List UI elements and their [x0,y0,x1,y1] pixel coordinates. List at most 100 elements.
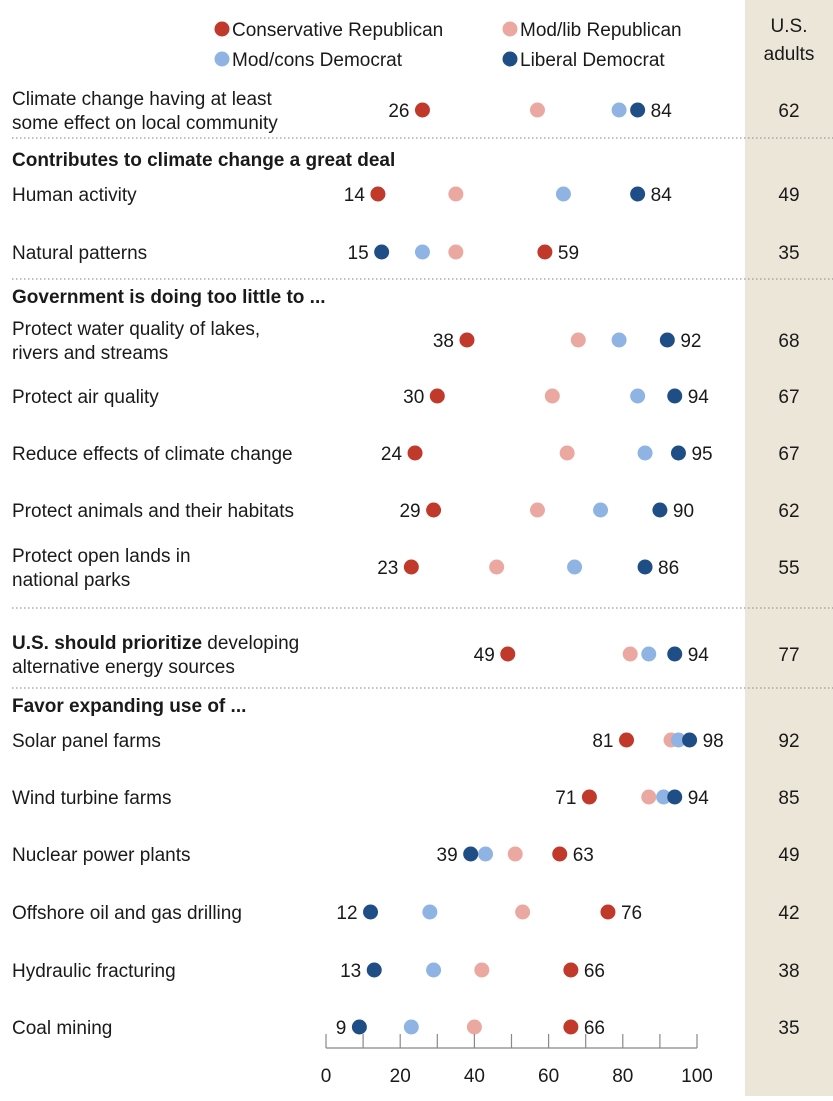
dot-mod-rep [570,332,586,348]
legend-marker-lib_dem [502,51,518,67]
row-label-line: Protect open lands in [12,546,191,567]
dot-cons-rep [619,732,635,748]
value-label-high: 66 [584,1018,605,1039]
dot-mod-dem [403,1019,419,1035]
dot-mod-rep [559,445,575,461]
dot-lib-dem [682,732,698,748]
row-label-line: Natural patterns [12,243,147,264]
legend-marker-mod_dem [214,51,230,67]
dot-mod-rep [641,789,657,805]
dot-cons-rep [563,962,579,978]
dot-mod-rep [466,1019,482,1035]
dot-lib-dem [630,186,646,202]
dot-lib-dem [667,388,683,404]
dot-mod-dem [567,559,583,575]
dot-mod-dem [670,732,686,748]
dot-lib-dem [667,789,683,805]
dot-cons-rep [403,559,419,575]
dot-mod-rep [448,244,464,260]
section-heading: Favor expanding use of ... [12,696,246,717]
dot-mod-dem [637,445,653,461]
dot-lib-dem [659,332,675,348]
value-label-low: 9 [336,1018,347,1039]
row-label-line: Protect animals and their habitats [12,501,294,522]
us-adults-value: 49 [778,185,799,206]
us-adults-value: 77 [778,645,799,666]
value-label-low: 71 [555,788,576,809]
dot-mod-dem [641,646,657,662]
dot-lib-dem [667,646,683,662]
x-tick-label: 40 [464,1066,485,1087]
value-label-low: 49 [474,645,495,666]
dot-lib-dem [351,1019,367,1035]
dot-cons-rep [552,846,568,862]
dot-cons-rep [581,789,597,805]
dot-mod-dem [414,244,430,260]
us-adults-value: 55 [778,558,799,579]
value-label-high: 94 [688,788,710,809]
value-label-low: 13 [340,961,361,982]
us-adults-value: 42 [778,903,799,924]
dot-lib-dem [637,559,653,575]
row-label-line: Offshore oil and gas drilling [12,903,242,924]
value-label-high: 63 [573,845,594,866]
us-adults-header-line2: adults [764,44,815,65]
legend-marker-mod_rep [502,21,518,37]
us-adults-value: 35 [778,1018,799,1039]
value-label-low: 14 [344,185,366,206]
value-label-high: 66 [584,961,605,982]
row-label-bold: U.S. should prioritize [12,633,207,654]
value-label-high: 95 [691,444,712,465]
dot-mod-rep [507,846,523,862]
legend-label-lib_dem: Liberal Democrat [520,50,665,71]
row-label-line: Protect air quality [12,387,159,408]
dot-mod-rep [515,904,531,920]
dot-cons-rep [414,102,430,118]
section-heading: Contributes to climate change a great de… [12,150,395,171]
row-label: U.S. should prioritize developing [12,633,299,654]
dot-mod-dem [630,388,646,404]
value-label-low: 29 [399,501,420,522]
dot-cons-rep [459,332,475,348]
value-label-low: 30 [403,387,424,408]
row-label-rest: developing [207,633,299,654]
dot-mod-dem [611,102,627,118]
value-label-high: 59 [558,243,579,264]
x-tick-label: 80 [612,1066,633,1087]
dot-cons-rep [429,388,445,404]
dot-mod-dem [611,332,627,348]
value-label-high: 90 [673,501,694,522]
row-label-line: national parks [12,570,130,591]
value-label-high: 94 [688,645,710,666]
us-adults-value: 92 [778,731,799,752]
dot-mod-dem [593,502,609,518]
value-label-low: 15 [348,243,369,264]
us-adults-value: 67 [778,387,799,408]
us-adults-value: 68 [778,331,799,352]
row-label-line2: alternative energy sources [12,657,235,678]
dot-mod-dem [656,789,672,805]
value-label-high: 92 [680,331,701,352]
legend-label-mod_rep: Mod/lib Republican [520,20,682,41]
value-label-low: 38 [433,331,454,352]
dot-lib-dem [363,904,379,920]
value-label-high: 86 [658,558,679,579]
x-tick-label: 0 [321,1066,332,1087]
row-label-line: Reduce effects of climate change [12,444,293,465]
dot-mod-rep [622,646,638,662]
value-label-low: 12 [336,903,357,924]
dot-mod-dem [426,962,442,978]
dot-cons-rep [600,904,616,920]
value-label-high: 94 [688,387,710,408]
dot-cons-rep [426,502,442,518]
us-adults-value: 49 [778,845,799,866]
x-tick-label: 100 [681,1066,713,1087]
dot-mod-rep [529,502,545,518]
value-label-low: 24 [381,444,403,465]
x-tick-label: 60 [538,1066,559,1087]
dot-mod-rep [448,186,464,202]
us-adults-value: 38 [778,961,799,982]
row-label-line: Hydraulic fracturing [12,961,176,982]
dot-lib-dem [463,846,479,862]
